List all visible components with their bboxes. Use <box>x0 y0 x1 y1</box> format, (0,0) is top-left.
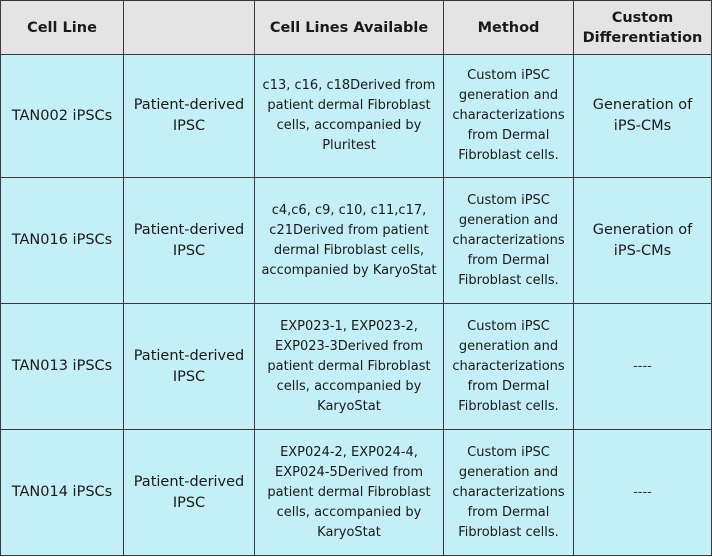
table-row: TAN013 iPSCs Patient-derived IPSC EXP023… <box>0 303 712 430</box>
method-description: Custom iPSC generation and characterizat… <box>443 177 574 304</box>
cell-line-type: Patient-derived IPSC <box>123 429 255 556</box>
cell-line-name: TAN002 iPSCs <box>0 54 124 178</box>
method-description: Custom iPSC generation and characterizat… <box>443 54 574 178</box>
header-custom-differentiation: Custom Differentiation <box>573 0 712 55</box>
table-row: TAN014 iPSCs Patient-derived IPSC EXP024… <box>0 429 712 556</box>
cell-line-name: TAN014 iPSCs <box>0 429 124 556</box>
table-row: TAN016 iPSCs Patient-derived IPSC c4,c6,… <box>0 177 712 304</box>
custom-differentiation: ---- <box>573 429 712 556</box>
header-cell-lines-available: Cell Lines Available <box>254 0 444 55</box>
cell-line-type: Patient-derived IPSC <box>123 303 255 430</box>
table-row: TAN002 iPSCs Patient-derived IPSC c13, c… <box>0 54 712 178</box>
cell-lines-available: c13, c16, c18Derived from patient dermal… <box>254 54 444 178</box>
cell-lines-available: EXP024-2, EXP024-4, EXP024-5Derived from… <box>254 429 444 556</box>
header-method: Method <box>443 0 574 55</box>
header-type <box>123 0 255 55</box>
cell-line-name: TAN016 iPSCs <box>0 177 124 304</box>
cell-lines-available: EXP023-1, EXP023-2, EXP023-3Derived from… <box>254 303 444 430</box>
method-description: Custom iPSC generation and characterizat… <box>443 303 574 430</box>
method-description: Custom iPSC generation and characterizat… <box>443 429 574 556</box>
custom-differentiation: Generation of iPS-CMs <box>573 54 712 178</box>
custom-differentiation: ---- <box>573 303 712 430</box>
cell-line-type: Patient-derived IPSC <box>123 54 255 178</box>
cell-lines-available: c4,c6, c9, c10, c11,c17, c21Derived from… <box>254 177 444 304</box>
table-header-row: Cell Line Cell Lines Available Method Cu… <box>0 0 712 55</box>
custom-differentiation: Generation of iPS-CMs <box>573 177 712 304</box>
cell-line-type: Patient-derived IPSC <box>123 177 255 304</box>
header-cell-line: Cell Line <box>0 0 124 55</box>
cell-line-name: TAN013 iPSCs <box>0 303 124 430</box>
